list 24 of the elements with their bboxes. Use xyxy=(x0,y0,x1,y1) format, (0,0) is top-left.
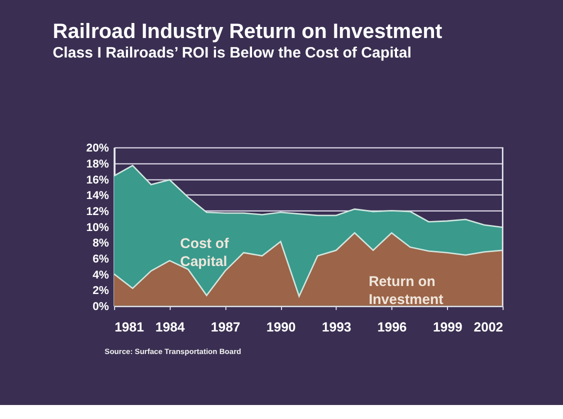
x-tick-label: 1984 xyxy=(155,320,186,335)
y-tick-label: 18% xyxy=(86,158,109,170)
y-tick-label: 12% xyxy=(86,206,109,218)
y-tick-label: 4% xyxy=(92,269,109,282)
y-tick-label: 20% xyxy=(86,142,109,155)
y-tick-label: 14% xyxy=(86,190,109,202)
y-tick-label: 0% xyxy=(92,301,109,314)
x-tick-label: 1993 xyxy=(322,320,352,335)
x-tick-label: 2002 xyxy=(474,320,504,335)
y-tick-label: 10% xyxy=(86,222,109,234)
chart-title: Railroad Industry Return on Investment xyxy=(52,20,442,43)
series-label: Return on Investment xyxy=(368,272,444,307)
y-tick-label: 8% xyxy=(92,238,109,250)
x-tick-label: 1999 xyxy=(432,320,462,335)
series-label: Cost of Capital xyxy=(180,235,230,270)
x-tick-label: 1987 xyxy=(210,320,240,335)
y-tick-label: 2% xyxy=(92,285,109,298)
y-tick-label: 16% xyxy=(86,174,109,186)
x-tick-label: 1990 xyxy=(266,320,296,335)
y-tick-label: 6% xyxy=(92,253,109,266)
source-note: Source: Surface Transportation Board xyxy=(104,346,242,356)
chart-subtitle: Class I Railroads’ ROI is Below the Cost of Capital xyxy=(52,44,412,62)
x-tick-label: 1996 xyxy=(377,320,407,335)
x-tick-label: 1981 xyxy=(114,320,144,335)
